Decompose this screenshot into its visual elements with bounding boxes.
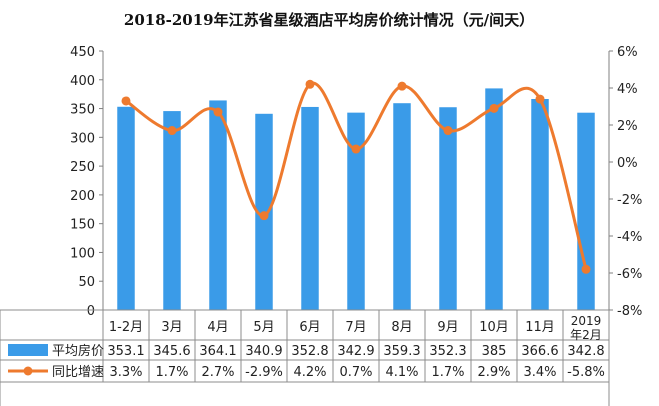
x-tick-label: 9月	[437, 320, 458, 335]
bar	[577, 112, 595, 310]
y-tick-left: 200	[70, 189, 95, 204]
y-tick-left: 300	[70, 131, 95, 146]
y-tick-left: 350	[70, 103, 95, 118]
table-value-bars: 353.1	[107, 344, 144, 359]
growth-point	[581, 264, 591, 274]
bar	[531, 99, 549, 310]
table-value-line: 3.4%	[523, 365, 556, 380]
growth-point	[351, 144, 361, 154]
bar	[163, 111, 181, 310]
bar	[393, 103, 411, 311]
table-value-bars: 342.9	[337, 344, 374, 359]
legend-key-bars	[8, 344, 48, 356]
table-value-bars: 366.6	[521, 344, 558, 359]
table-value-line: -2.9%	[245, 365, 283, 380]
x-tick-label: 5月	[253, 320, 274, 335]
y-tick-right: 0%	[617, 156, 638, 171]
y-tick-left: 100	[70, 246, 95, 261]
table-value-bars: 364.1	[199, 344, 236, 359]
y-tick-left: 0	[87, 304, 95, 319]
table-value-line: 3.3%	[109, 365, 142, 380]
legend-label-line: 同比增速	[52, 365, 104, 380]
y-tick-left: 150	[70, 218, 95, 233]
growth-point	[305, 79, 315, 89]
table-value-line: 4.1%	[385, 365, 418, 380]
y-tick-left: 50	[78, 275, 95, 290]
x-tick-label: 3月	[161, 320, 182, 335]
y-tick-right: 6%	[617, 45, 638, 60]
y-tick-left: 450	[70, 45, 95, 60]
growth-point	[259, 211, 269, 221]
bar	[301, 106, 319, 310]
bar	[209, 100, 227, 311]
x-tick-label: 7月	[345, 320, 366, 335]
chart-title: 2018-2019年江苏省星级酒店平均房价统计情况（元/间天）	[124, 11, 534, 29]
table-value-bars: 340.9	[245, 344, 282, 359]
bar	[485, 88, 503, 311]
table-value-line: -5.8%	[567, 365, 605, 380]
y-tick-left: 400	[70, 74, 95, 89]
x-tick-label: 4月	[207, 320, 228, 335]
growth-point	[167, 126, 177, 136]
bar	[347, 112, 365, 310]
legend-key-line-dot	[23, 366, 33, 376]
x-tick-label: 10月	[479, 320, 509, 335]
table-value-line: 4.2%	[293, 365, 326, 380]
table-value-bars: 345.6	[153, 344, 190, 359]
growth-point	[443, 126, 453, 136]
table-value-line: 2.9%	[477, 365, 510, 380]
y-tick-left: 250	[70, 160, 95, 175]
x-tick-label: 6月	[299, 320, 320, 335]
y-tick-right: 2%	[617, 119, 638, 134]
growth-point	[535, 94, 545, 104]
table-value-line: 1.7%	[431, 365, 464, 380]
growth-point	[397, 81, 407, 91]
table-value-bars: 352.8	[291, 344, 328, 359]
x-tick-label: 2019 年2月	[570, 314, 602, 342]
table-value-bars: 342.8	[567, 344, 604, 359]
growth-point	[489, 103, 499, 113]
y-tick-right: -4%	[617, 230, 642, 245]
x-tick-label: 11月	[525, 320, 555, 335]
y-tick-right: -8%	[617, 304, 642, 319]
growth-point	[213, 107, 223, 117]
x-tick-label: 8月	[391, 320, 412, 335]
y-tick-right: 4%	[617, 82, 638, 97]
y-tick-right: -2%	[617, 193, 642, 208]
table-value-line: 2.7%	[201, 365, 234, 380]
table-value-line: 1.7%	[155, 365, 188, 380]
y-tick-right: -6%	[617, 267, 642, 282]
table-value-bars: 352.3	[429, 344, 466, 359]
table-value-bars: 359.3	[383, 344, 420, 359]
bar	[117, 106, 135, 310]
table-value-line: 0.7%	[339, 365, 372, 380]
legend-label-bars: 平均房价	[52, 343, 104, 359]
table-value-bars: 385	[482, 344, 507, 359]
growth-point	[121, 96, 131, 106]
x-tick-label: 1-2月	[109, 320, 143, 335]
bar	[439, 107, 457, 310]
